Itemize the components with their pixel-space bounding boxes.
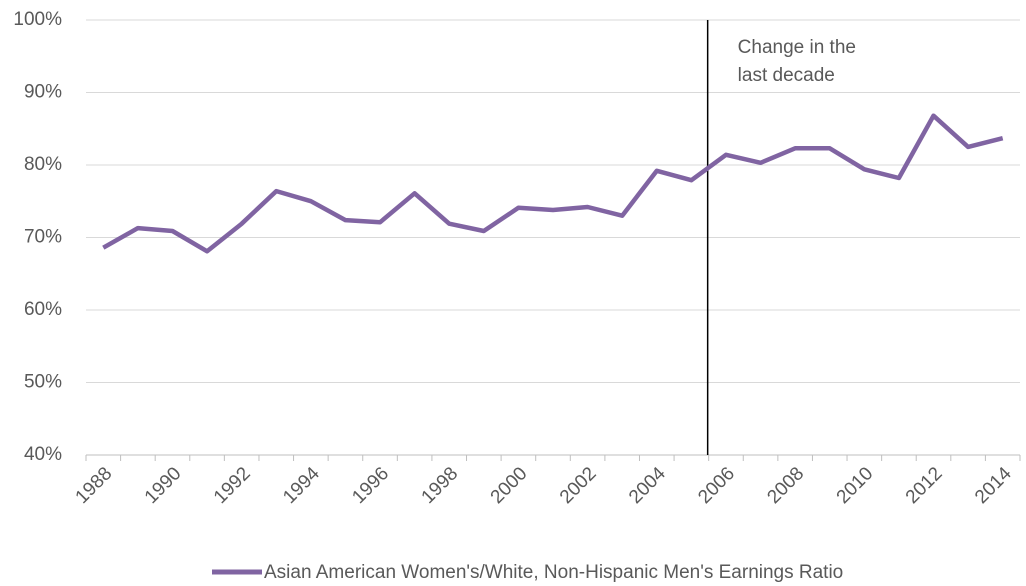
x-tick-label: 2006 [694, 463, 739, 508]
y-tick-label: 60% [24, 299, 62, 320]
x-tick-label: 1996 [348, 463, 393, 508]
y-tick-label: 100% [13, 9, 62, 30]
y-tick-label: 50% [24, 372, 62, 393]
y-tick-label: 40% [24, 444, 62, 465]
legend-label: Asian American Women's/White, Non-Hispan… [264, 562, 843, 583]
annotation: Change in the [738, 37, 856, 58]
x-tick-label: 2008 [763, 463, 808, 508]
annotation: last decade [738, 65, 835, 86]
x-tick-label: 1988 [72, 463, 117, 508]
x-tick-label: 2014 [971, 463, 1016, 508]
y-tick-label: 70% [24, 227, 62, 248]
data-line [102, 113, 1004, 254]
x-tick-label: 2002 [556, 463, 601, 508]
x-tick-label: 2004 [625, 463, 670, 508]
x-tick-label: 2000 [487, 463, 532, 508]
x-tick-label: 1998 [418, 463, 463, 508]
x-tick-label: 2010 [833, 463, 878, 508]
x-tick-label: 1990 [141, 463, 186, 508]
x-tick-label: 2012 [902, 463, 947, 508]
x-tick-label: 1994 [279, 463, 324, 508]
x-tick-label: 1992 [210, 463, 255, 508]
y-tick-label: 80% [24, 154, 62, 175]
y-tick-label: 90% [24, 82, 62, 103]
